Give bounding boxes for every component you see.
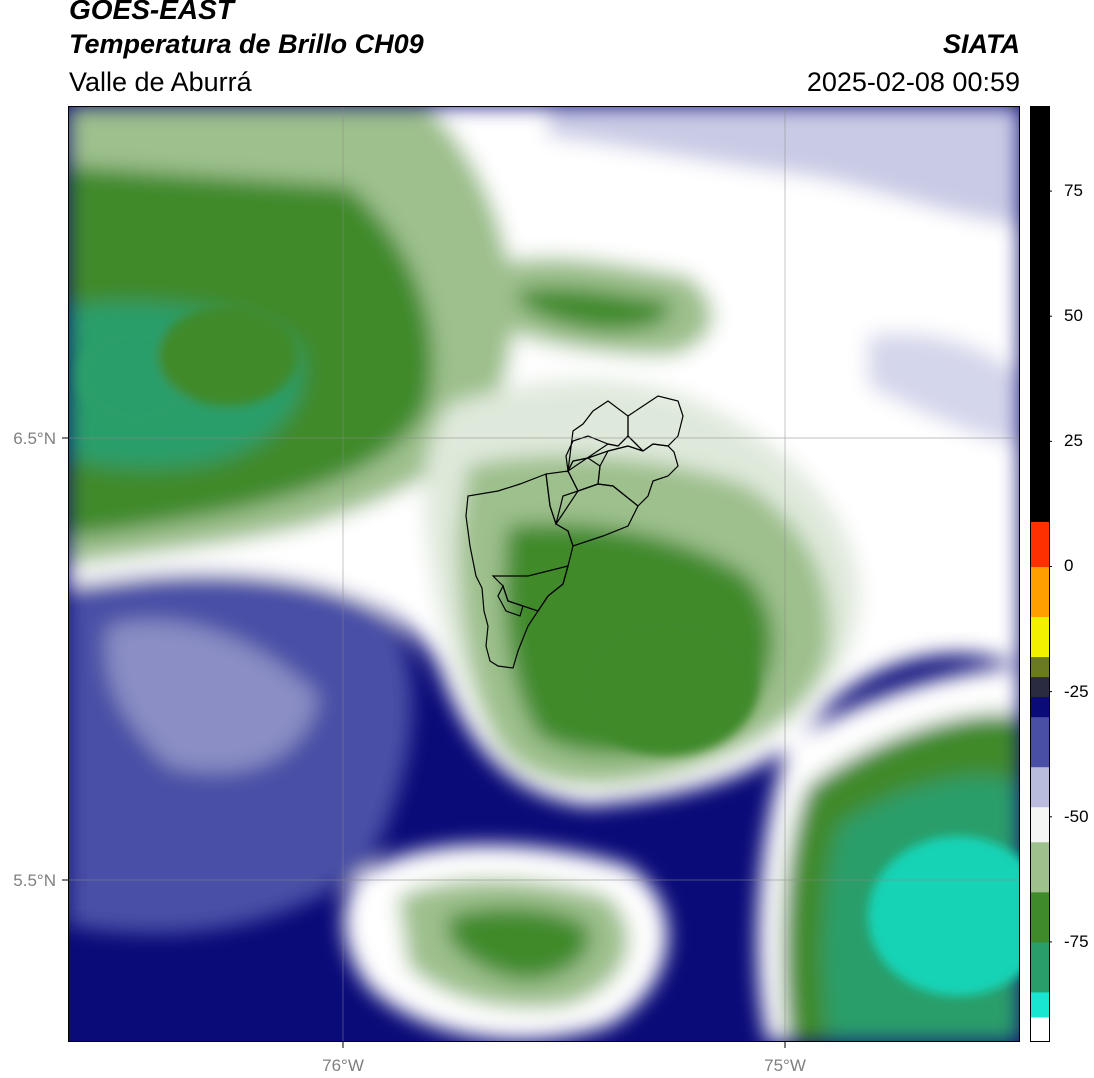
cold-top-north-core [518,287,670,331]
satellite-title: GOES-EAST [69,0,234,25]
cold-ridge-west [158,306,298,406]
colorbar-segment [1030,991,1050,1018]
lon-label-75w: 75°W [764,1056,806,1075]
cloud-patch-upper-right [548,106,1020,226]
colorbar-segment [1030,891,1050,943]
municipality-boundary [627,395,684,452]
lon-label-76w: 76°W [322,1056,364,1075]
colorbar-segment [1030,676,1050,698]
cloud-patch-lavender [106,620,318,773]
municipality-boundary [497,584,524,617]
colorbar [1030,106,1052,1043]
graticule [68,106,1020,1042]
colorbar-segment [1030,521,1050,567]
municipality-boundary [565,400,629,472]
colorbar-segment [1030,806,1050,843]
region-subtitle: Valle de Aburrá [69,67,252,97]
colorbar-tick-label: 50 [1064,306,1083,326]
cloud-patch-right [868,333,1020,446]
municipality-boundary [597,443,679,507]
colorbar-frame [1030,106,1050,1042]
product-title: Temperatura de Brillo CH09 [69,29,424,59]
cold-top-bottom-core [448,907,590,981]
colorbar-tick-label: -50 [1064,806,1089,826]
cold-core-center [578,616,758,756]
colorbar-segment [1030,656,1050,678]
datetime-label: 2025-02-08 00:59 [806,67,1020,97]
colorbar-segment [1030,941,1050,993]
colorbar-tick-label: 0 [1064,556,1074,576]
colorbar-segment [1030,696,1050,718]
colorbar-tick-label: -75 [1064,931,1089,951]
colorbar-segment [1030,106,1050,522]
colorbar-segment [1030,616,1050,658]
map-frame [68,106,1020,1042]
colorbar-tick-label: 75 [1064,181,1083,201]
colorbar-segment [1030,566,1050,618]
lat-label-5-5n: 5.5°N [13,871,56,890]
cold-core-lower-right [868,836,1020,996]
municipality-boundary [545,470,579,526]
colorbar-tick-label: 25 [1064,431,1083,451]
colorbar-segment [1030,1016,1050,1043]
brightness-temperature-map [68,106,1020,1042]
colorbar-segment [1030,766,1050,808]
colorbar-tick-label: -25 [1064,681,1089,701]
colorbar-segment [1030,716,1050,768]
colorbar-segment [1030,841,1050,893]
municipality-boundaries [465,395,684,669]
lat-label-6-5n: 6.5°N [13,429,56,448]
brand-label: SIATA [943,29,1020,59]
